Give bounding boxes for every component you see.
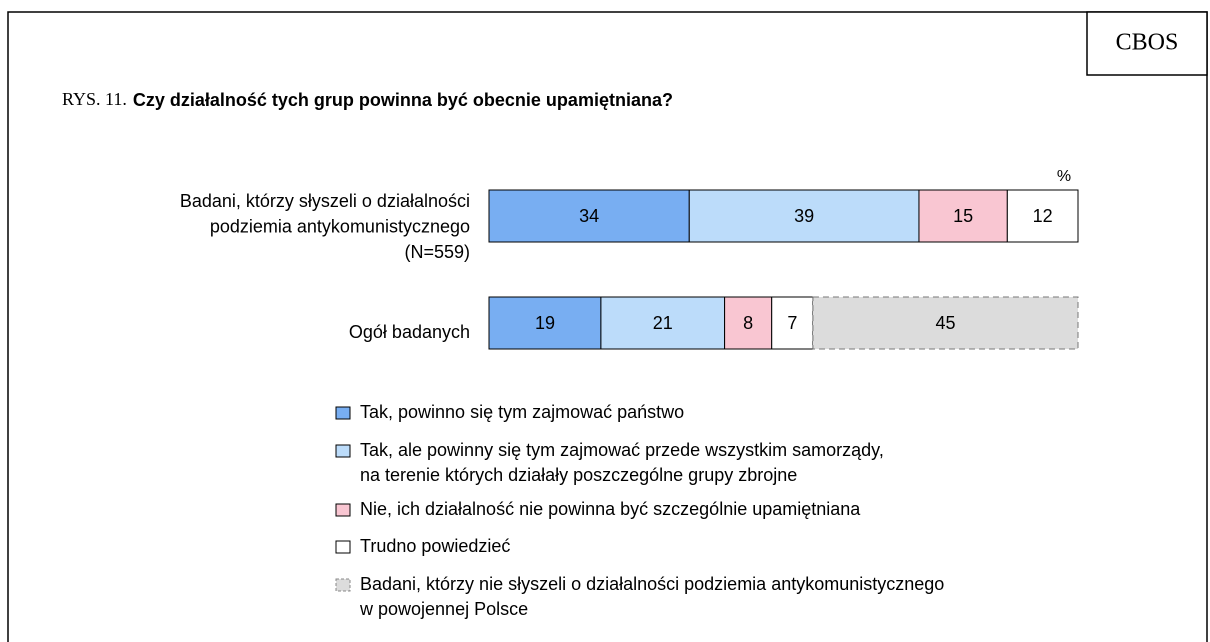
value-label: 39	[794, 206, 814, 226]
bar-segment	[688, 189, 920, 243]
logo: CBOS	[1116, 30, 1179, 56]
legend-label: Tak, ale powinny się tym zajmować przede…	[360, 440, 884, 485]
legend-label-line: Tak, powinno się tym zajmować państwo	[360, 402, 684, 422]
legend-label: Trudno powiedzieć	[360, 536, 510, 556]
bar-segment	[1006, 189, 1079, 243]
title: RYS. 11. Czy działalność tych grup powinn…	[62, 89, 673, 110]
legend-label: Badani, którzy nie słyszeli o działalnoś…	[359, 574, 944, 619]
legend-label-line: Trudno powiedzieć	[360, 536, 510, 556]
value-label: 45	[935, 313, 955, 333]
bar-segment	[488, 296, 602, 350]
title-prefix: RYS. 11.	[62, 89, 127, 109]
legend-label: Tak, powinno się tym zajmować państwo	[360, 402, 684, 422]
category-label-line: Ogół badanych	[349, 322, 470, 342]
legend-label-line: Nie, ich działalność nie powinna być szc…	[360, 499, 861, 519]
value-label: 15	[953, 206, 973, 226]
legend-label-line: Badani, którzy nie słyszeli o działalnoś…	[360, 574, 944, 594]
legend-swatch	[335, 444, 351, 458]
legend-label-line: w powojennej Polsce	[359, 599, 528, 619]
legend-swatch	[335, 578, 351, 592]
legend-label: Nie, ich działalność nie powinna być szc…	[360, 499, 861, 519]
value-label: 12	[1033, 206, 1053, 226]
logo-box	[1086, 11, 1208, 76]
unit-label: %	[1057, 168, 1071, 185]
category-label-line: Badani, którzy słyszeli o działalności	[180, 191, 470, 211]
bar-segment	[812, 296, 1079, 350]
value-label: 19	[535, 313, 555, 333]
value-label: 8	[743, 313, 753, 333]
category-label-line: podziemia antykomunistycznego	[210, 216, 470, 236]
bar-segment	[488, 189, 690, 243]
value-label: 21	[653, 313, 673, 333]
bar-segment	[771, 296, 814, 350]
legend-label-line: na terenie których działały poszczególne…	[360, 465, 797, 485]
frame	[7, 11, 1208, 642]
legend-swatch	[335, 503, 351, 517]
category-label: Badani, którzy słyszeli o działalności po…	[180, 191, 470, 262]
value-label: 34	[579, 206, 599, 226]
legend-label-line: Tak, ale powinny się tym zajmować przede…	[360, 440, 884, 460]
value-label: 7	[787, 313, 797, 333]
category-label-line: (N=559)	[404, 242, 470, 262]
legend-swatch	[335, 406, 351, 420]
legend-swatch	[335, 540, 351, 554]
category-label: Ogół badanych	[349, 322, 470, 342]
title-text: Czy działalność tych grup powinna być ob…	[133, 90, 673, 110]
